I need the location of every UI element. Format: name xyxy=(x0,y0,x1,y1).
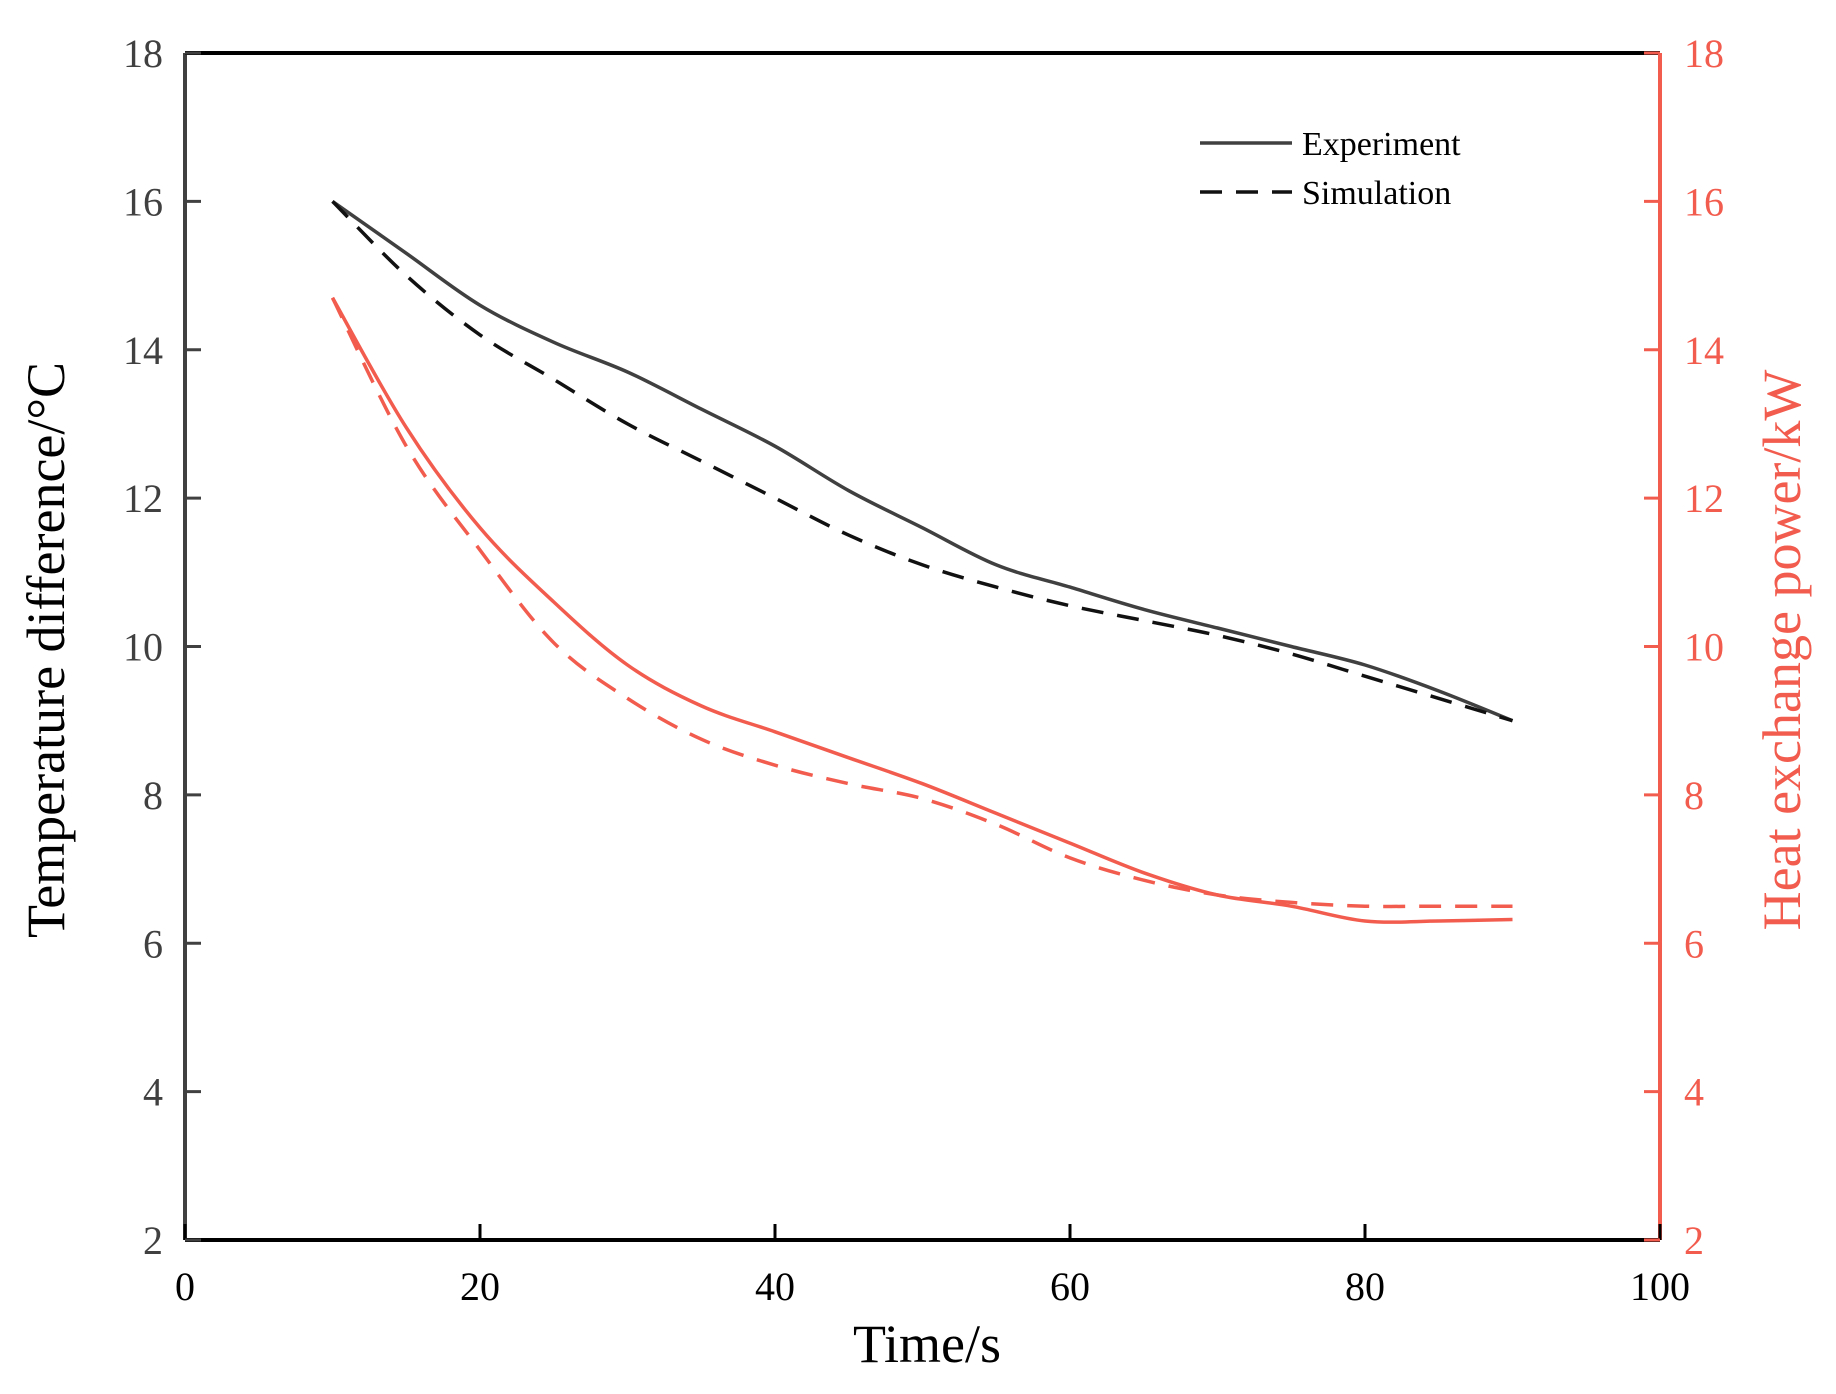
y-tick-label: 10 xyxy=(123,625,163,670)
power-experiment-line xyxy=(330,296,1513,924)
x-tick-label: 0 xyxy=(175,1264,195,1309)
x-axis: 0 20 40 60 80 100 xyxy=(175,1224,1690,1309)
x-axis-title: Time/s xyxy=(853,1314,1001,1374)
series-layer xyxy=(330,199,1514,924)
legend-label: Simulation xyxy=(1302,175,1451,212)
y-tick-label: 2 xyxy=(143,1218,163,1263)
y-tick-label: 14 xyxy=(123,328,163,373)
y2-tick-label: 16 xyxy=(1684,179,1724,224)
temp-simulation-line xyxy=(331,200,1514,723)
y2-tick-label: 2 xyxy=(1684,1218,1704,1263)
y-tick-label: 6 xyxy=(143,921,163,966)
legend-label: Experiment xyxy=(1302,126,1461,163)
y2-tick-label: 18 xyxy=(1684,31,1724,76)
y2-tick-label: 6 xyxy=(1684,921,1704,966)
x-tick-label: 20 xyxy=(460,1264,500,1309)
x-tick-label: 40 xyxy=(755,1264,795,1309)
y-tick-label: 18 xyxy=(123,31,163,76)
y2-tick-label: 14 xyxy=(1684,328,1724,373)
y-tick-label: 8 xyxy=(143,773,163,818)
y-tick-label: 4 xyxy=(143,1070,163,1115)
y2-tick-label: 10 xyxy=(1684,625,1724,670)
y2-axis-title: Heat exchange power/kW xyxy=(1752,370,1812,931)
plot-frame xyxy=(183,51,1662,1242)
left-y-axis: 2 4 6 8 10 12 14 16 18 xyxy=(123,31,201,1263)
legend: Experiment Simulation xyxy=(1200,126,1461,212)
y-axis-title: Temperature difference/°C xyxy=(16,362,76,938)
y-tick-label: 16 xyxy=(123,179,163,224)
y2-tick-label: 12 xyxy=(1684,476,1724,521)
y2-tick-label: 8 xyxy=(1684,773,1704,818)
x-tick-label: 80 xyxy=(1345,1264,1385,1309)
temp-experiment-line xyxy=(331,199,1514,723)
y2-tick-label: 4 xyxy=(1684,1070,1704,1115)
x-tick-label: 60 xyxy=(1050,1264,1090,1309)
x-tick-label: 100 xyxy=(1630,1264,1690,1309)
power-simulation-line xyxy=(330,297,1513,909)
y-tick-label: 12 xyxy=(123,476,163,521)
right-y-axis: 2 4 6 8 10 12 14 16 18 xyxy=(1644,31,1724,1263)
